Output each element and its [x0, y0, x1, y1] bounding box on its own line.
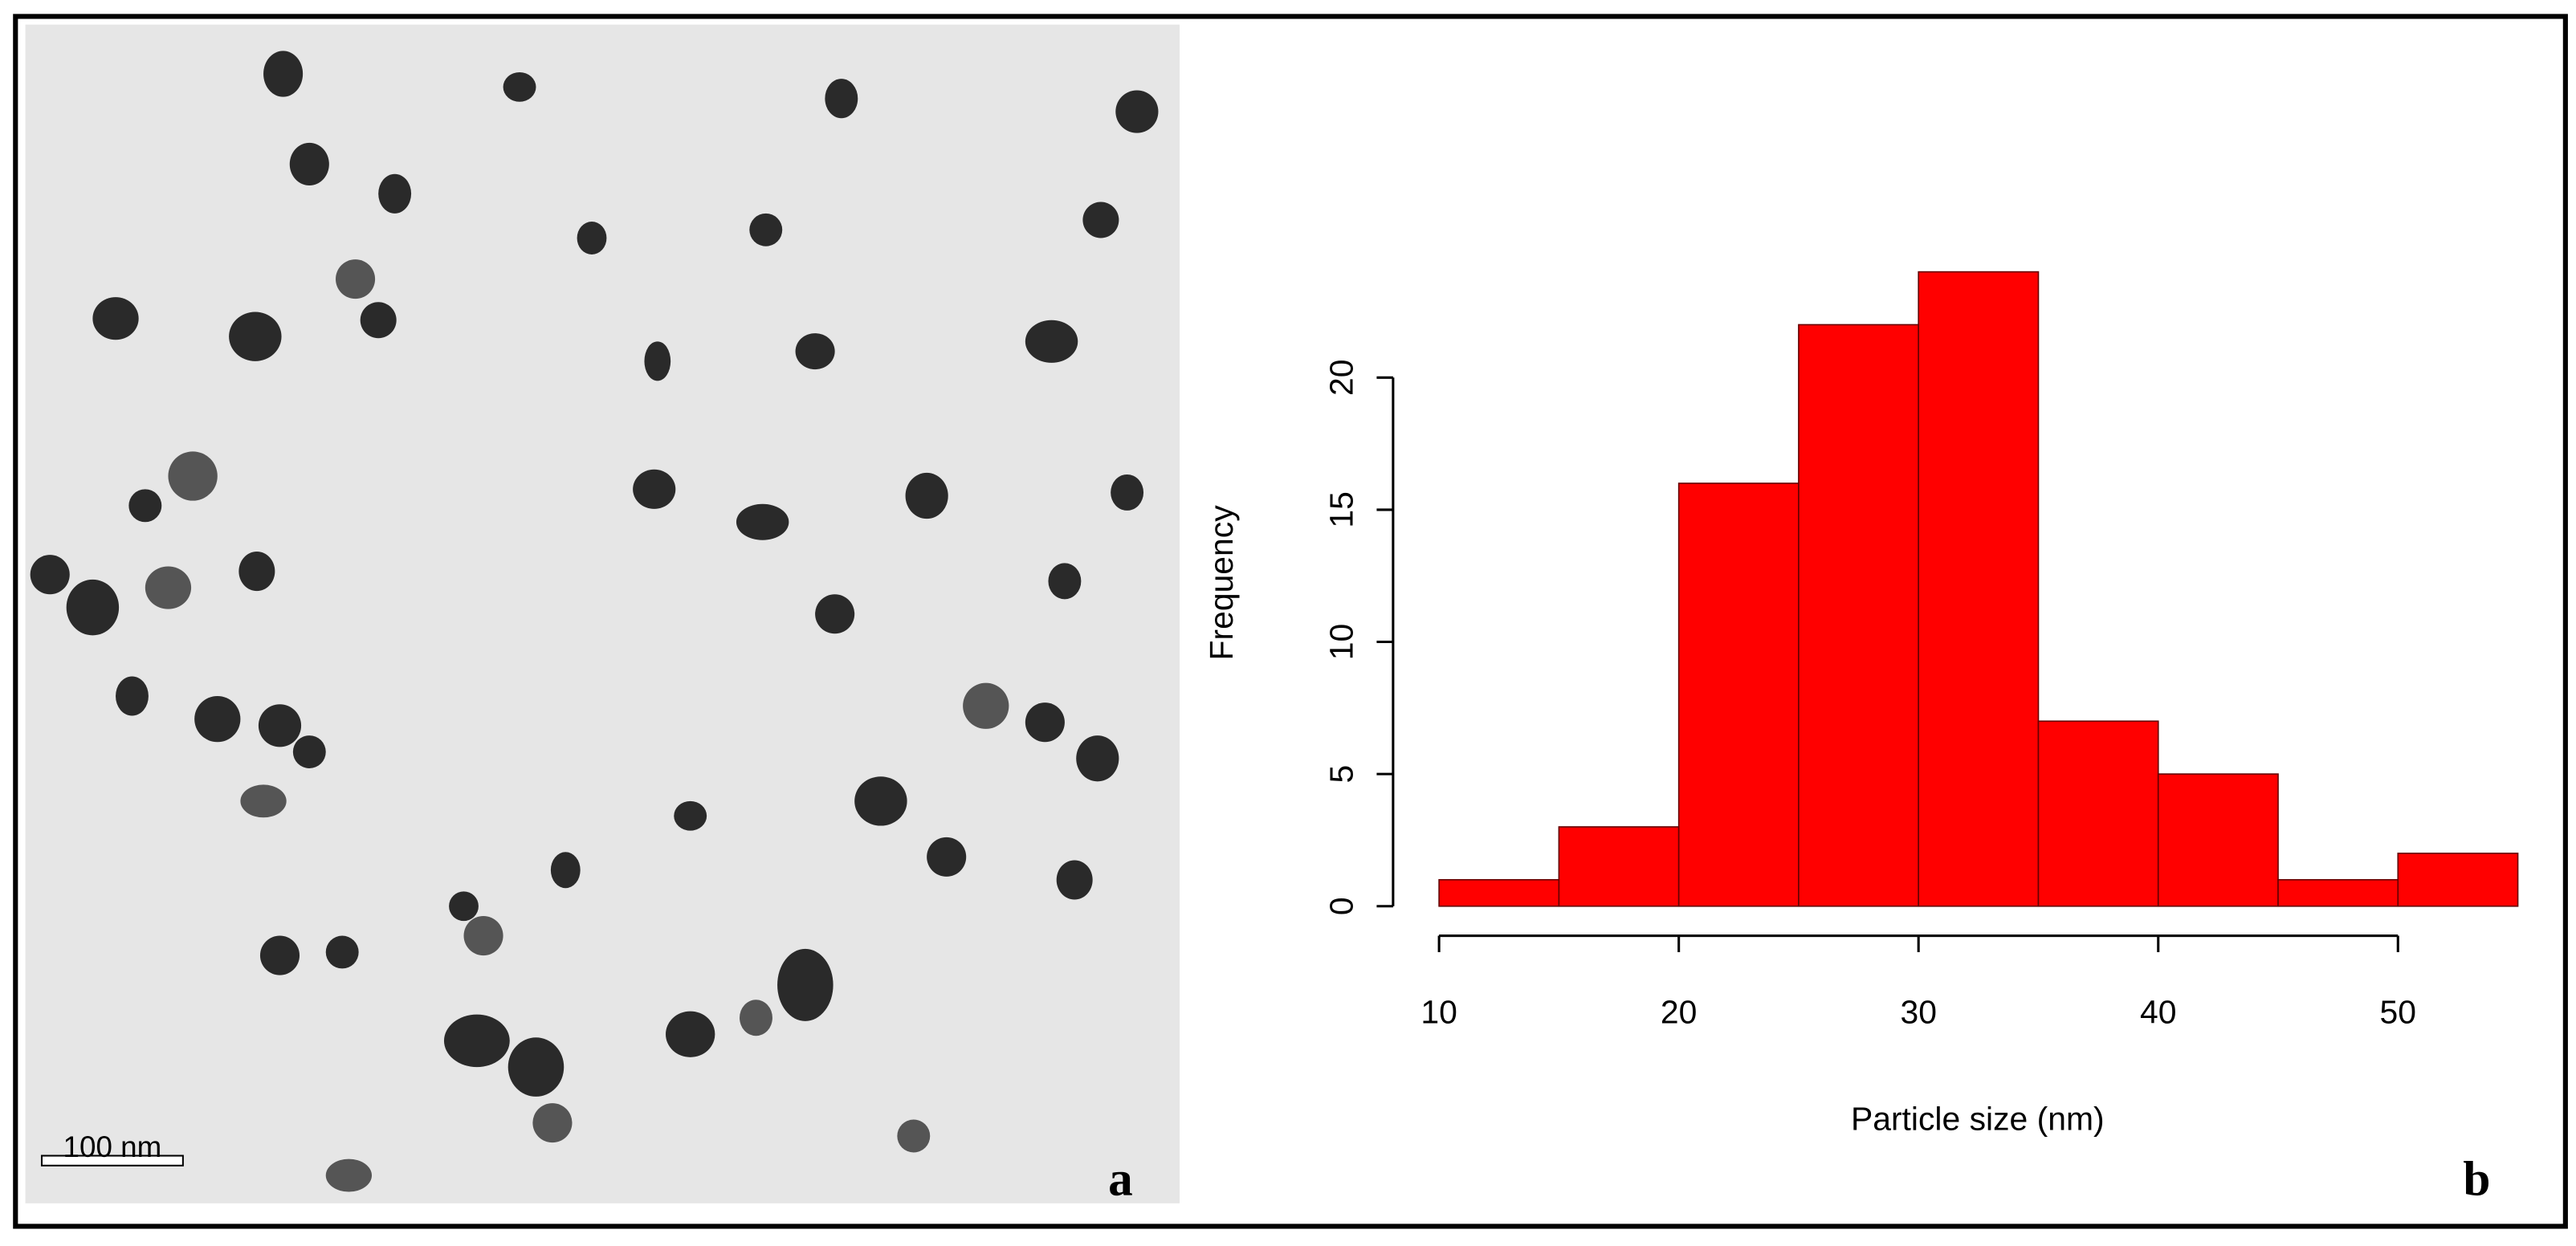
micrograph-background — [25, 24, 1180, 1203]
x-tick-label: 20 — [1661, 993, 1697, 1030]
y-tick-label: 0 — [1323, 897, 1359, 915]
x-axis-label: Particle size (nm) — [1851, 1100, 2105, 1137]
x-tick-label: 10 — [1420, 993, 1457, 1030]
bar — [1798, 324, 1920, 907]
bar — [2157, 773, 2279, 907]
bar — [1677, 483, 1800, 907]
x-tick-label: 50 — [2380, 993, 2416, 1030]
y-tick-label: 5 — [1323, 765, 1359, 784]
bar — [1918, 271, 2040, 907]
scale-bar-label: 100 nm — [63, 1130, 162, 1163]
scale-bar — [40, 1154, 184, 1167]
panel-label: a — [1108, 1151, 1133, 1206]
micrograph: 100 nm a — [25, 24, 1180, 1206]
bar — [2277, 878, 2399, 907]
y-tick-label: 10 — [1323, 624, 1359, 660]
bar — [1438, 878, 1560, 907]
bar — [2037, 720, 2159, 907]
particles — [30, 51, 1159, 1192]
y-tick-label: 15 — [1323, 491, 1359, 527]
y-tick-label: 20 — [1323, 360, 1359, 396]
bar — [2397, 853, 2519, 907]
y-axis-label: Frequency — [1203, 505, 1240, 661]
frame — [13, 14, 2568, 1229]
histogram: 10 20 30 40 50 0 5 10 15 20 Particle size (nm) Freq… — [1203, 271, 2519, 1206]
x-tick-label: 30 — [1900, 993, 1936, 1030]
bar — [1558, 826, 1680, 907]
x-tick-label: 40 — [2140, 993, 2176, 1030]
panel-label: b — [2463, 1151, 2490, 1206]
